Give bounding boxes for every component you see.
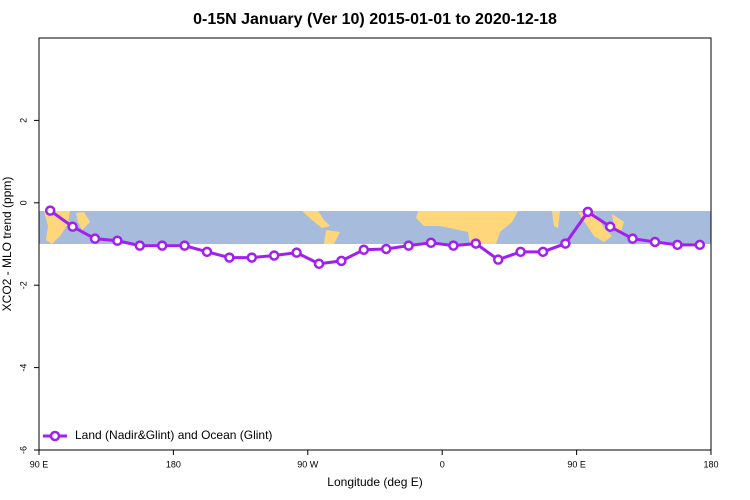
map-band	[39, 211, 711, 244]
point	[537, 246, 549, 258]
point	[694, 239, 706, 251]
y-tick-label: -6	[18, 446, 28, 454]
point	[268, 250, 280, 261]
land	[302, 211, 330, 228]
chart-title: 0-15N January (Ver 10) 2015-01-01 to 202…	[193, 11, 557, 28]
x-tick-label: 90 E	[30, 459, 49, 469]
land	[76, 212, 90, 230]
legend-marker	[49, 430, 61, 442]
point	[313, 258, 325, 270]
land	[578, 212, 612, 242]
point	[291, 247, 302, 258]
y-tick-label: -4	[18, 364, 28, 372]
point	[627, 233, 638, 244]
land	[324, 230, 340, 244]
y-tick-label: 0	[18, 200, 28, 205]
land	[416, 211, 518, 244]
point	[358, 244, 370, 256]
point	[492, 254, 504, 265]
point	[672, 239, 683, 251]
point	[89, 233, 101, 244]
legend-label: Land (Nadir&Glint) and Ocean (Glint)	[75, 428, 272, 442]
x-axis-label: Longitude (deg E)	[327, 475, 422, 489]
x-tick-label: 90 E	[567, 459, 586, 469]
point	[515, 246, 526, 258]
point	[112, 235, 123, 246]
point	[134, 240, 146, 251]
point	[246, 252, 258, 263]
x-tick-label: 0	[440, 459, 445, 469]
point	[470, 238, 482, 249]
point	[201, 246, 213, 258]
point	[224, 252, 235, 263]
point	[44, 205, 56, 216]
x-tick-label: 180	[166, 459, 181, 469]
point	[336, 255, 347, 267]
y-axis-label: XCO2 - MLO trend (ppm)	[0, 177, 14, 312]
y-tick-label: -2	[18, 281, 28, 289]
point	[380, 243, 392, 255]
x-tick-label: 180	[703, 459, 718, 469]
point	[425, 237, 437, 249]
point	[649, 236, 661, 248]
point	[560, 238, 571, 249]
point	[67, 221, 78, 232]
land	[552, 211, 560, 228]
x-tick-label: 90 W	[297, 459, 319, 469]
point	[179, 240, 190, 251]
point	[448, 240, 459, 251]
plot-frame	[38, 37, 712, 451]
y-tick-label: 2	[18, 118, 28, 123]
point	[604, 221, 616, 232]
point	[582, 206, 594, 218]
point	[156, 240, 168, 251]
point	[403, 240, 414, 251]
